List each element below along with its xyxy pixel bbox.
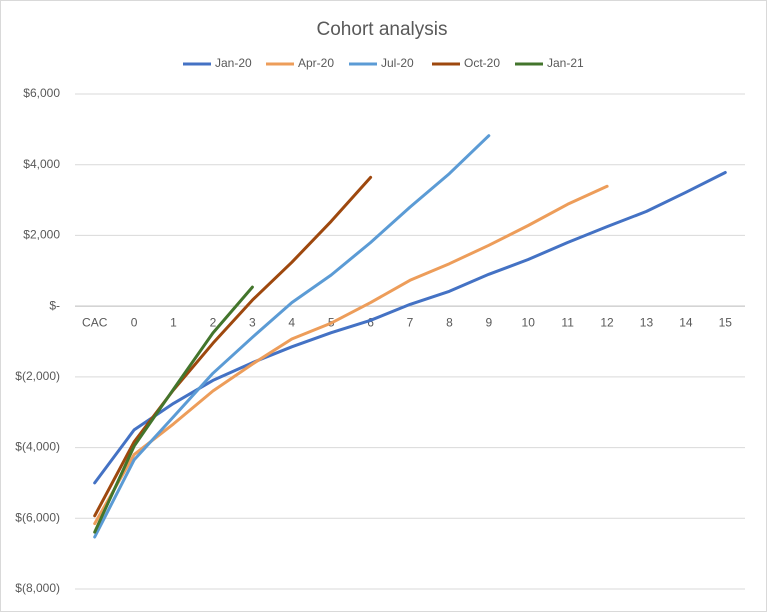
x-tick-label: 4 <box>288 315 295 329</box>
x-tick-label: 8 <box>446 315 453 329</box>
series-line <box>93 285 254 534</box>
x-tick-label: 1 <box>170 315 177 329</box>
legend-label: Oct-20 <box>464 56 500 70</box>
y-tick-label: $4,000 <box>23 157 60 171</box>
x-tick-label: 11 <box>561 315 574 329</box>
x-tick-label: 12 <box>600 315 614 329</box>
series-line <box>93 134 491 539</box>
x-tick-label: 13 <box>640 315 654 329</box>
x-tick-label: 6 <box>367 315 374 329</box>
series-line <box>93 184 609 526</box>
y-tick-label: $6,000 <box>23 86 60 100</box>
x-tick-label: 9 <box>485 315 492 329</box>
x-tick-label: 10 <box>522 315 536 329</box>
x-tick-label: 7 <box>407 315 414 329</box>
x-tick-label: 2 <box>210 315 217 329</box>
x-tick-label: 0 <box>131 315 138 329</box>
x-tick-label: 3 <box>249 315 256 329</box>
y-tick-label: $2,000 <box>23 228 60 242</box>
legend-label: Jul-20 <box>381 56 414 70</box>
y-tick-label: $(4,000) <box>15 440 60 454</box>
y-tick-label: $(8,000) <box>15 581 60 595</box>
chart-title: Cohort analysis <box>317 19 448 40</box>
x-tick-label: 14 <box>679 315 693 329</box>
y-tick-label: $(6,000) <box>15 510 60 524</box>
legend-label: Jan-21 <box>547 56 584 70</box>
series-line <box>93 175 373 518</box>
legend-label: Jan-20 <box>215 56 252 70</box>
legend-label: Apr-20 <box>298 56 334 70</box>
x-tick-label: 15 <box>719 315 733 329</box>
y-tick-label: $(2,000) <box>15 369 60 383</box>
x-tick-label: CAC <box>82 315 108 329</box>
y-tick-label: $- <box>49 298 60 312</box>
